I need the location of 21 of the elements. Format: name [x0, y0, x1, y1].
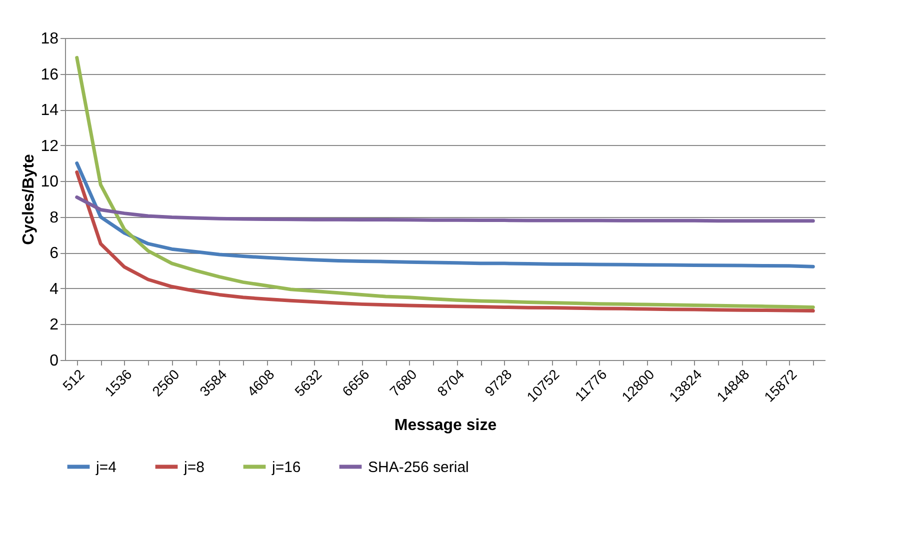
y-tick-label: 14: [40, 102, 59, 120]
y-tick-label: 16: [40, 66, 59, 84]
line-series: [75, 170, 815, 313]
y-tick-label: 12: [40, 138, 59, 155]
y-tick-label: 2: [50, 316, 59, 334]
legend-label: j=8: [183, 458, 204, 476]
y-tick-label: 4: [50, 280, 59, 298]
y-tick-label: 6: [50, 245, 59, 262]
legend-label: SHA-256 serial: [368, 458, 469, 476]
x-tick-label: 512: [59, 366, 88, 394]
y-axis-title: Cycles/Byte: [20, 154, 38, 245]
y-tick-label: 18: [40, 30, 59, 48]
line-series: [75, 56, 815, 309]
y-tick-label: 0: [50, 352, 59, 370]
line-series: [75, 161, 815, 268]
legend-label: j=16: [271, 458, 301, 476]
y-tick-label: 10: [40, 174, 59, 191]
x-axis-title: Message size: [394, 416, 497, 434]
legend-label: j=4: [95, 458, 116, 476]
line-series: [75, 195, 815, 223]
y-tick-label: 8: [50, 209, 59, 226]
